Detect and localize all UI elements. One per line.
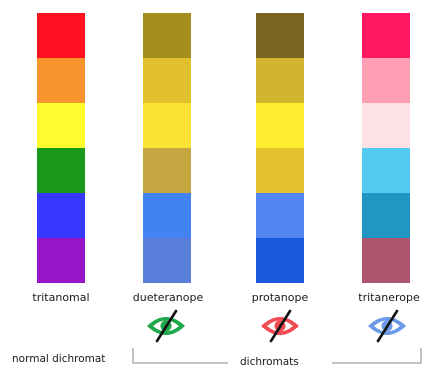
color-swatch <box>256 13 304 58</box>
color-swatch <box>143 58 191 103</box>
column-label-protanope: protanope <box>251 291 309 304</box>
color-swatch <box>37 103 85 148</box>
color-swatch <box>362 58 410 103</box>
eye-crossed-icon-blue <box>366 309 408 343</box>
color-swatch <box>37 193 85 238</box>
color-swatch <box>37 58 85 103</box>
swatch-column-tritanomal <box>37 13 85 283</box>
swatch-column-dueteranope <box>143 13 191 283</box>
color-swatch <box>362 238 410 283</box>
color-swatch <box>37 238 85 283</box>
eye-crossed-icon-green <box>145 309 187 343</box>
color-swatch <box>256 103 304 148</box>
color-swatch <box>362 103 410 148</box>
color-swatch <box>143 238 191 283</box>
color-swatch <box>143 193 191 238</box>
color-swatch <box>37 148 85 193</box>
swatch-column-tritanerope <box>362 13 410 283</box>
color-swatch <box>256 148 304 193</box>
eye-crossed-icon-red <box>259 309 301 343</box>
column-label-tritanerope: tritanerope <box>358 291 420 304</box>
color-swatch <box>143 148 191 193</box>
color-swatch <box>362 148 410 193</box>
color-swatch <box>256 58 304 103</box>
color-swatch <box>143 103 191 148</box>
dichromats-bracket <box>132 348 422 364</box>
column-label-dueteranope: dueteranope <box>132 291 204 304</box>
normal-dichromat-label: normal dichromat <box>12 353 106 365</box>
color-swatch <box>256 238 304 283</box>
column-label-tritanomal: tritanomal <box>32 291 90 304</box>
swatch-column-protanope <box>256 13 304 283</box>
color-swatch <box>37 13 85 58</box>
color-swatch <box>362 13 410 58</box>
dichromats-label: dichromats <box>238 356 301 368</box>
color-swatch <box>143 13 191 58</box>
color-swatch <box>362 193 410 238</box>
color-swatch <box>256 193 304 238</box>
